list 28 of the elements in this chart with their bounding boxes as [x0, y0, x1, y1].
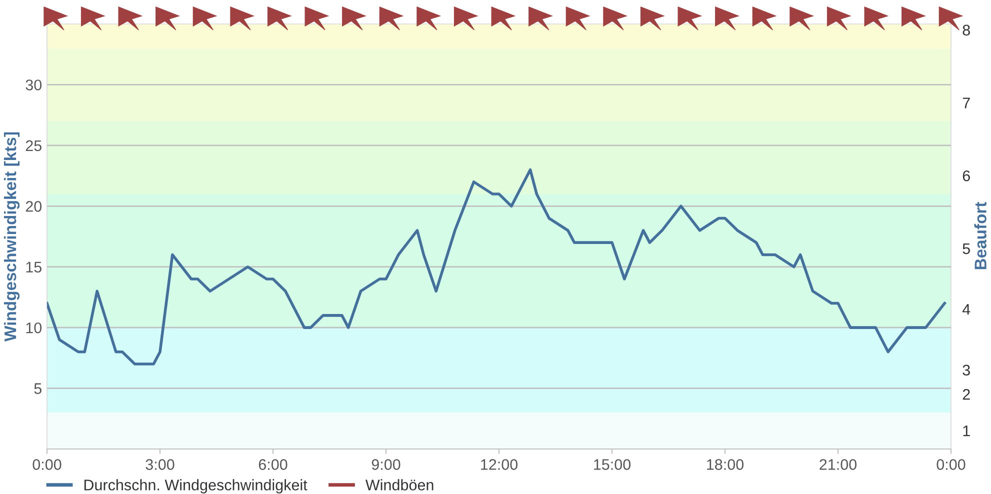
band-label: 6 [962, 170, 970, 182]
y-tick-label: 10 [26, 322, 42, 334]
x-tick-label: 18:00 [707, 459, 744, 470]
x-tick-label: 15:00 [594, 459, 631, 470]
legend-label: Durchschn. Windgeschwindigkeit [84, 479, 308, 494]
y2-axis-title: Beaufort [974, 202, 986, 270]
band-label: 1 [963, 426, 970, 436]
band-label: 2 [962, 389, 970, 400]
x-tick-label: 21:00 [820, 459, 857, 470]
y-tick-label: 5 [34, 383, 42, 394]
legend-label: Windböen [365, 479, 434, 490]
band-label: 5 [962, 243, 970, 254]
band-label: 4 [962, 304, 970, 315]
band-label: 8 [962, 24, 970, 36]
y-tick-label: 25 [26, 140, 42, 152]
y-tick-label: 30 [26, 80, 42, 90]
x-tick-label: 6:00 [258, 459, 288, 470]
line-series [47, 168, 946, 366]
y-tick-label: 20 [26, 201, 42, 212]
x-tick-label: 0:00 [936, 459, 966, 470]
y-tick-label: 15 [26, 262, 42, 273]
x-tick-label: 12:00 [481, 459, 518, 470]
x-tick-label: 3:00 [146, 459, 174, 470]
band-label: 3 [962, 364, 970, 376]
band-label: 7 [962, 98, 970, 108]
x-tick-label: 0:00 [32, 459, 62, 470]
y-axis-title: Windgeschwindigkeit [kts] [4, 132, 20, 342]
x-tick-label: 9:00 [372, 459, 400, 470]
